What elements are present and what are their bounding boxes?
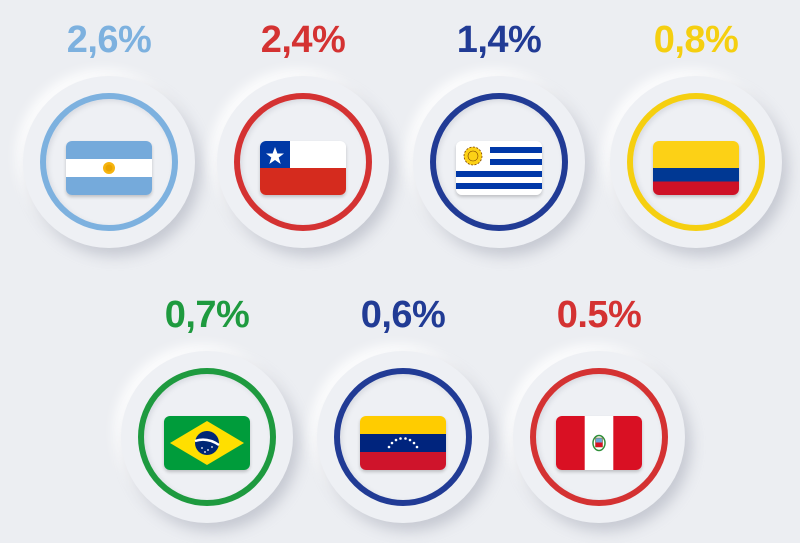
percentage-label: 0.5%	[556, 294, 642, 336]
argentina-flag-icon	[66, 141, 152, 195]
stat-brazil: 0,7%	[112, 293, 302, 543]
percentage-label: 2,6%	[66, 19, 152, 61]
ring	[234, 93, 372, 231]
percentage-label: 0,6%	[360, 294, 446, 336]
badge-circle	[23, 76, 195, 248]
ring	[430, 93, 568, 231]
venezuela-flag-icon	[360, 416, 446, 470]
badge-circle	[121, 351, 293, 523]
percentage-label: 0,8%	[653, 19, 739, 61]
ring	[530, 368, 668, 506]
colombia-flag-icon	[653, 141, 739, 195]
stat-venezuela: 0,6%	[308, 293, 498, 543]
badge-circle	[413, 76, 585, 248]
badge-circle	[217, 76, 389, 248]
percentage-label: 1,4%	[456, 19, 542, 61]
chile-flag-icon	[260, 141, 346, 195]
badge-circle	[513, 351, 685, 523]
ring	[627, 93, 765, 231]
stat-colombia: 0,8%	[601, 18, 791, 268]
badge-circle	[610, 76, 782, 248]
badge-circle	[317, 351, 489, 523]
stat-peru: 0.5%	[504, 293, 694, 543]
ring	[40, 93, 178, 231]
uruguay-flag-icon	[456, 141, 542, 195]
ring	[334, 368, 472, 506]
stat-uruguay: 1,4%	[404, 18, 594, 268]
stat-chile: 2,4%	[208, 18, 398, 268]
peru-flag-icon	[556, 416, 642, 470]
percentage-label: 0,7%	[164, 294, 250, 336]
percentage-label: 2,4%	[260, 19, 346, 61]
ring	[138, 368, 276, 506]
brazil-flag-icon	[164, 416, 250, 470]
stat-argentina: 2,6%	[14, 18, 204, 268]
